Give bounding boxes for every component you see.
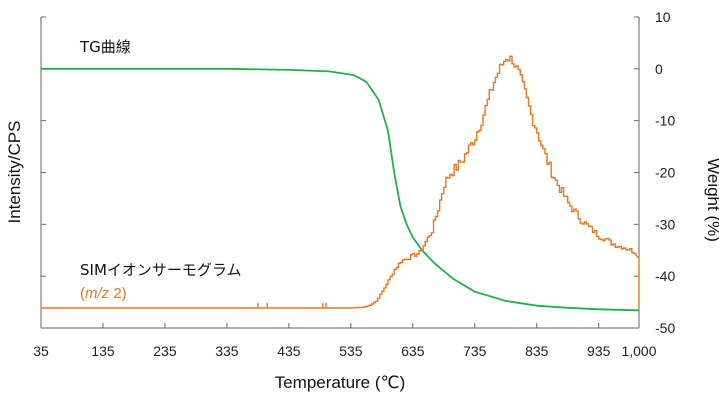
x-tick-label: 935 xyxy=(587,343,611,359)
right-y-tick-label: -40 xyxy=(655,268,675,284)
sim-curve-label: SIMイオンサーモグラム xyxy=(80,261,241,279)
sim-mz-italic: m/z xyxy=(85,285,110,302)
x-tick-label: 35 xyxy=(33,343,49,359)
sim-mz-label: (m/z 2) xyxy=(80,285,127,302)
x-ticks: 35 135 235 335 435 535 635 735 835 935 1,000 xyxy=(33,323,657,359)
left-y-axis-title: Intensity/CPS xyxy=(5,121,24,224)
x-tick-label: 335 xyxy=(215,343,239,359)
x-tick-label: 1,000 xyxy=(621,343,656,359)
x-tick-label: 435 xyxy=(277,343,301,359)
series-line-tg xyxy=(41,67,640,312)
x-axis-title: Temperature (℃) xyxy=(275,373,406,392)
right-y-tick-label: -30 xyxy=(655,216,675,232)
right-y-axis-title: Weight (%) xyxy=(704,158,719,242)
right-y-tick-label: 0 xyxy=(655,61,663,77)
x-tick-label: 635 xyxy=(401,343,425,359)
sim-baseline-spikes xyxy=(257,303,327,308)
right-y-tick-label: -50 xyxy=(655,320,675,336)
left-y-ticks xyxy=(41,16,46,329)
right-y-tick-label: -10 xyxy=(655,113,675,129)
x-tick-label: 535 xyxy=(339,343,363,359)
right-y-tick-label: -20 xyxy=(655,165,675,181)
tg-curve-label: TG曲線 xyxy=(79,38,131,56)
series-line-sim xyxy=(41,55,640,309)
right-y-tick-label: 10 xyxy=(655,9,671,25)
right-y-ticks: 10 0 -10 -20 -30 -40 -50 xyxy=(634,9,675,336)
x-tick-label: 235 xyxy=(153,343,177,359)
sim-mz-rest: 2) xyxy=(109,285,127,302)
sim-mz-open: ( xyxy=(80,285,85,302)
x-tick-label: 835 xyxy=(525,343,549,359)
x-tick-label: 735 xyxy=(463,343,487,359)
x-tick-label: 135 xyxy=(91,343,115,359)
axes-group xyxy=(40,17,640,329)
